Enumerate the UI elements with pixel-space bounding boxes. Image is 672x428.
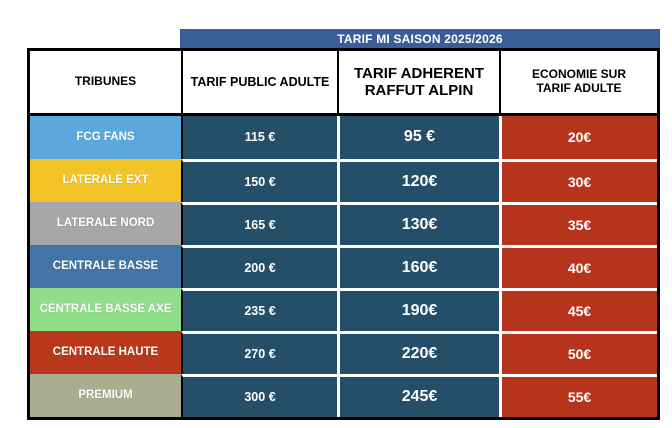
tarif-public-cell: 200 € [181,245,337,288]
column-header-1: TRIBUNES [30,51,181,116]
tarif-public-cell: 235 € [181,288,337,331]
table-title: TARIF MI SAISON 2025/2026 [337,31,503,46]
tarif-adherent-cell: 220€ [337,331,499,374]
tarif-public-cell: 150 € [181,159,337,202]
economie-cell: 40€ [499,245,657,288]
economie-cell: 20€ [499,116,657,159]
economie-cell: 45€ [499,288,657,331]
table-title-band: TARIF MI SAISON 2025/2026 [180,29,660,48]
tribune-cell: PREMIUM [30,374,181,417]
tribune-cell: CENTRALE BASSE AXE [30,288,181,331]
tarif-public-cell: 270 € [181,331,337,374]
tarif-public-cell: 115 € [181,116,337,159]
economie-cell: 55€ [499,374,657,417]
economie-cell: 50€ [499,331,657,374]
tarif-adherent-cell: 190€ [337,288,499,331]
tarif-adherent-cell: 130€ [337,202,499,245]
column-header-4: ECONOMIE SUR TARIF ADULTE [499,51,657,116]
tarif-adherent-cell: 245€ [337,374,499,417]
tarif-adherent-cell: 95 € [337,116,499,159]
tribune-cell: LATERALE EXT [30,159,181,202]
economie-cell: 35€ [499,202,657,245]
tarif-adherent-cell: 120€ [337,159,499,202]
tribune-cell: CENTRALE BASSE [30,245,181,288]
tarif-public-cell: 165 € [181,202,337,245]
column-header-2: TARIF PUBLIC ADULTE [181,51,337,116]
economie-cell: 30€ [499,159,657,202]
tarif-adherent-cell: 160€ [337,245,499,288]
tribune-cell: LATERALE NORD [30,202,181,245]
tribune-cell: FCG FANS [30,116,181,159]
pricing-table: TRIBUNES TARIF PUBLIC ADULTE TARIF ADHEREN… [27,48,660,420]
tribune-cell: CENTRALE HAUTE [30,331,181,374]
tarif-public-cell: 300 € [181,374,337,417]
column-header-3: TARIF ADHERENT RAFFUT ALPIN [337,51,499,116]
